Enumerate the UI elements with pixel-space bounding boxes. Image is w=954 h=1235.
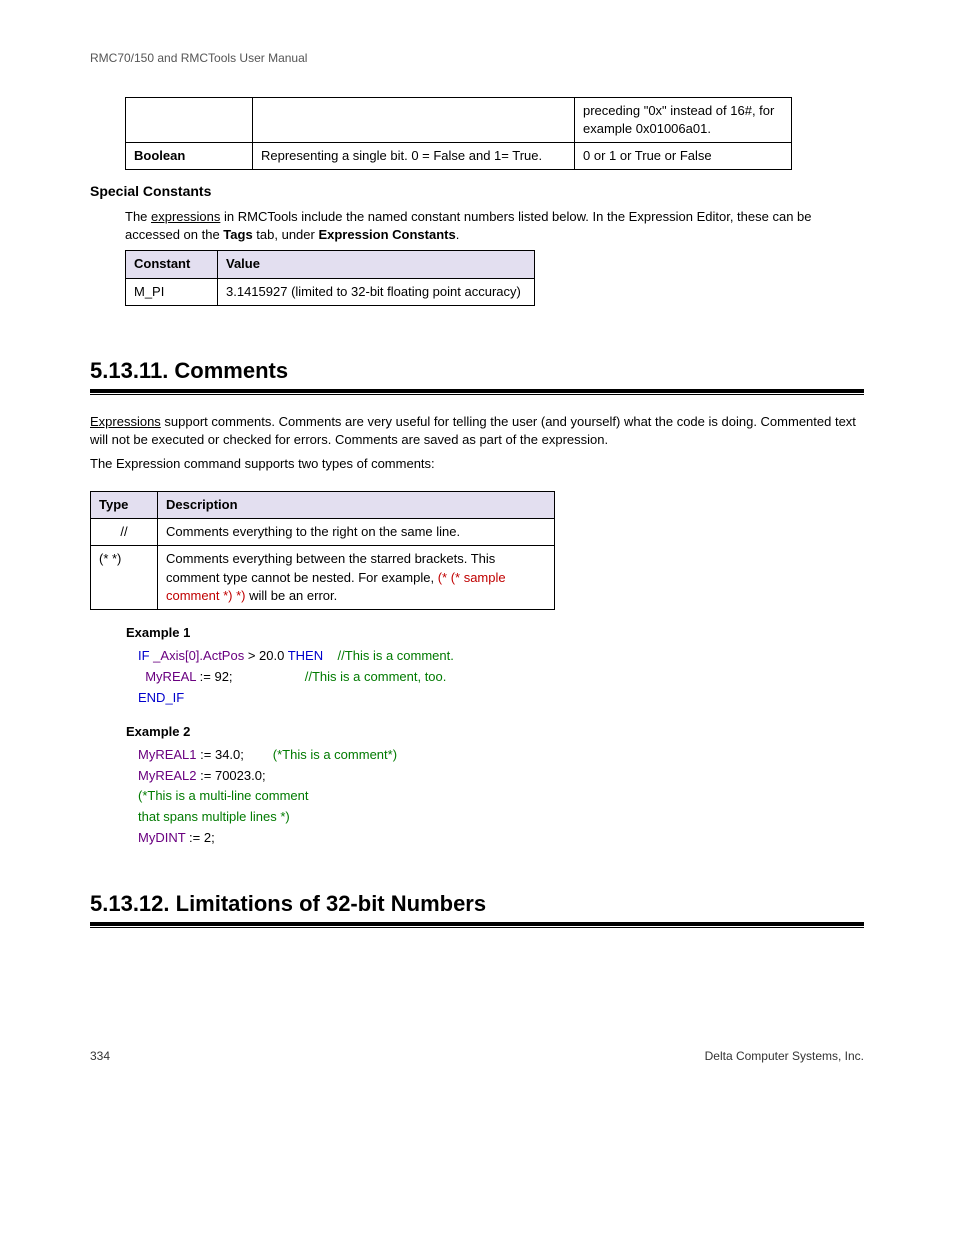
cell: Representing a single bit. 0 = False and… [253,143,575,170]
cell: // [91,519,158,546]
constants-table: Constant Value M_PI 3.1415927 (limited t… [125,250,535,305]
expressions-link[interactable]: expressions [151,209,220,224]
table-header-row: Constant Value [126,251,535,278]
cell: Comments everything to the right on the … [158,519,555,546]
footer-company: Delta Computer Systems, Inc. [705,1048,864,1065]
comments-para1: Expressions support comments. Comments a… [90,413,864,449]
table-row: M_PI 3.1415927 (limited to 32-bit floati… [126,278,535,305]
special-constants-para: The expressions in RMCTools include the … [125,208,864,244]
section-heading-comments: 5.13.11. Comments [90,356,864,393]
comment-types-table: Type Description // Comments everything … [90,491,555,610]
cell [126,97,253,142]
table-row: Boolean Representing a single bit. 0 = F… [126,143,792,170]
cell: Boolean [126,143,253,170]
example2-code: MyREAL1 := 34.0; (*This is a comment*) M… [138,745,864,849]
page-header: RMC70/150 and RMCTools User Manual [90,50,864,67]
cell: 3.1415927 (limited to 32-bit floating po… [218,278,535,305]
section-heading-limitations: 5.13.12. Limitations of 32-bit Numbers [90,889,864,926]
expressions-link[interactable]: Expressions [90,414,161,429]
table-row: (* *) Comments everything between the st… [91,546,555,610]
datatype-table-fragment: preceding "0x" instead of 16#, for examp… [125,97,792,171]
example1-code: IF _Axis[0].ActPos > 20.0 THEN //This is… [138,646,864,708]
page-footer: 334 Delta Computer Systems, Inc. [90,1048,864,1065]
header-left: RMC70/150 and RMCTools User Manual [90,50,307,67]
comments-para2: The Expression command supports two type… [90,455,864,473]
cell: 0 or 1 or True or False [575,143,792,170]
table-row: preceding "0x" instead of 16#, for examp… [126,97,792,142]
table-header-row: Type Description [91,492,555,519]
cell [253,97,575,142]
cell: preceding "0x" instead of 16#, for examp… [575,97,792,142]
col-header: Description [158,492,555,519]
cell: M_PI [126,278,218,305]
table-row: // Comments everything to the right on t… [91,519,555,546]
col-header: Constant [126,251,218,278]
special-constants-heading: Special Constants [90,182,864,202]
cell: Comments everything between the starred … [158,546,555,610]
example2-label: Example 2 [126,723,864,741]
example1-label: Example 1 [126,624,864,642]
col-header: Value [218,251,535,278]
cell: (* *) [91,546,158,610]
col-header: Type [91,492,158,519]
page-number: 334 [90,1048,110,1065]
